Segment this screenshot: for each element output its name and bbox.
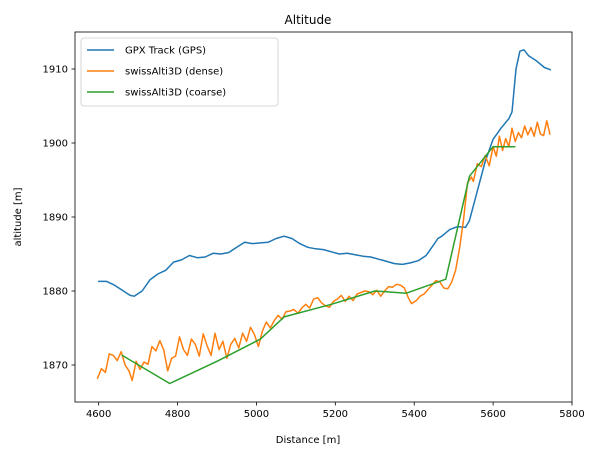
- x-tick-label: 5400: [401, 409, 426, 420]
- legend: GPX Track (GPS) swissAlti3D (dense) swissA…: [80, 37, 279, 107]
- legend-label: GPX Track (GPS): [125, 46, 206, 57]
- x-tick-label: 5000: [244, 409, 269, 420]
- y-tick-label: 1870: [43, 361, 68, 372]
- y-tick-label: 1880: [43, 287, 68, 298]
- x-tick-label: 5200: [323, 409, 348, 420]
- legend-label: swissAlti3D (dense): [125, 67, 223, 78]
- y-axis-ticks: 1870 1880 1890 1900 1910: [43, 65, 75, 372]
- x-tick-label: 4600: [86, 409, 111, 420]
- series-layer: [96, 49, 552, 385]
- y-tick-label: 1910: [43, 65, 68, 76]
- y-tick-label: 1900: [43, 139, 68, 150]
- x-tick-label: 4800: [165, 409, 190, 420]
- swissalti3d-coarse-line: [121, 145, 516, 385]
- x-axis-ticks: 4600 4800 5000 5200 5400 5600 5800: [86, 402, 585, 420]
- legend-box: [80, 37, 279, 107]
- x-tick-label: 5600: [480, 409, 505, 420]
- x-axis-label: Distance [m]: [276, 435, 341, 446]
- y-tick-label: 1890: [43, 213, 68, 224]
- plot-frame: [74, 31, 573, 403]
- gps-track-line: [97, 49, 552, 297]
- y-axis-label: altitude [m]: [13, 187, 24, 246]
- chart-title: Altitude: [285, 13, 332, 27]
- legend-label: swissAlti3D (coarse): [125, 88, 226, 99]
- x-tick-label: 5800: [559, 409, 584, 420]
